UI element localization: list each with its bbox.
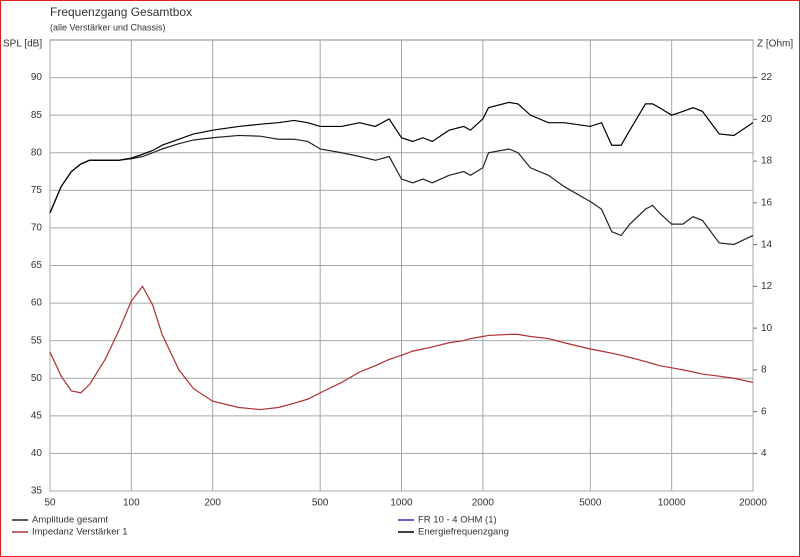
- x-tick-label: 500: [312, 498, 329, 509]
- y-tick-label: 90: [31, 72, 43, 83]
- y2-tick-label: 6: [761, 406, 767, 417]
- y-tick-label: 50: [31, 373, 43, 384]
- x-tick-label: 20000: [739, 498, 767, 509]
- y2-tick-label: 22: [761, 72, 773, 83]
- y2-tick-label: 12: [761, 281, 773, 292]
- series-line: [49, 285, 754, 411]
- y-tick-label: 85: [31, 110, 43, 121]
- x-tick-label: 50: [44, 498, 56, 509]
- y-tick-label: 55: [31, 335, 43, 346]
- y2-axis-label: Z [Ohm]: [757, 39, 793, 50]
- x-tick-label: 1000: [390, 498, 413, 509]
- y2-tick-label: 16: [761, 198, 773, 209]
- y2-tick-label: 8: [761, 365, 767, 376]
- y2-tick-label: 20: [761, 114, 773, 125]
- x-tick-label: 100: [123, 498, 140, 509]
- y2-tick-label: 18: [761, 156, 773, 167]
- x-tick-label: 10000: [658, 498, 686, 509]
- x-tick-label: 5000: [579, 498, 602, 509]
- y-tick-label: 40: [31, 448, 43, 459]
- legend-label: Impedanz Verstärker 1: [32, 527, 128, 538]
- x-tick-label: 2000: [472, 498, 495, 509]
- legend-label: FR 10 - 4 OHM (1): [418, 515, 497, 526]
- y-axis-label: SPL [dB]: [3, 39, 42, 50]
- x-tick-label: 200: [204, 498, 221, 509]
- y2-tick-label: 4: [761, 448, 767, 459]
- y2-tick-label: 10: [761, 323, 773, 334]
- legend-label: Amplitude gesamt: [32, 515, 108, 526]
- y-tick-label: 65: [31, 260, 43, 271]
- y2-tick-label: 14: [761, 239, 773, 250]
- y-tick-label: 75: [31, 185, 43, 196]
- chart-subtitle: (alle Verstärker und Chassis): [50, 22, 166, 32]
- y-tick-label: 35: [31, 486, 43, 497]
- y-tick-label: 70: [31, 223, 43, 234]
- y-tick-label: 80: [31, 147, 43, 158]
- chart-title: Frequenzgang Gesamtbox: [50, 5, 192, 19]
- series-line: [49, 101, 754, 214]
- legend-label: Energiefrequenzgang: [418, 527, 509, 538]
- series-line: [49, 134, 754, 246]
- y-tick-label: 45: [31, 410, 43, 421]
- y-tick-label: 60: [31, 298, 43, 309]
